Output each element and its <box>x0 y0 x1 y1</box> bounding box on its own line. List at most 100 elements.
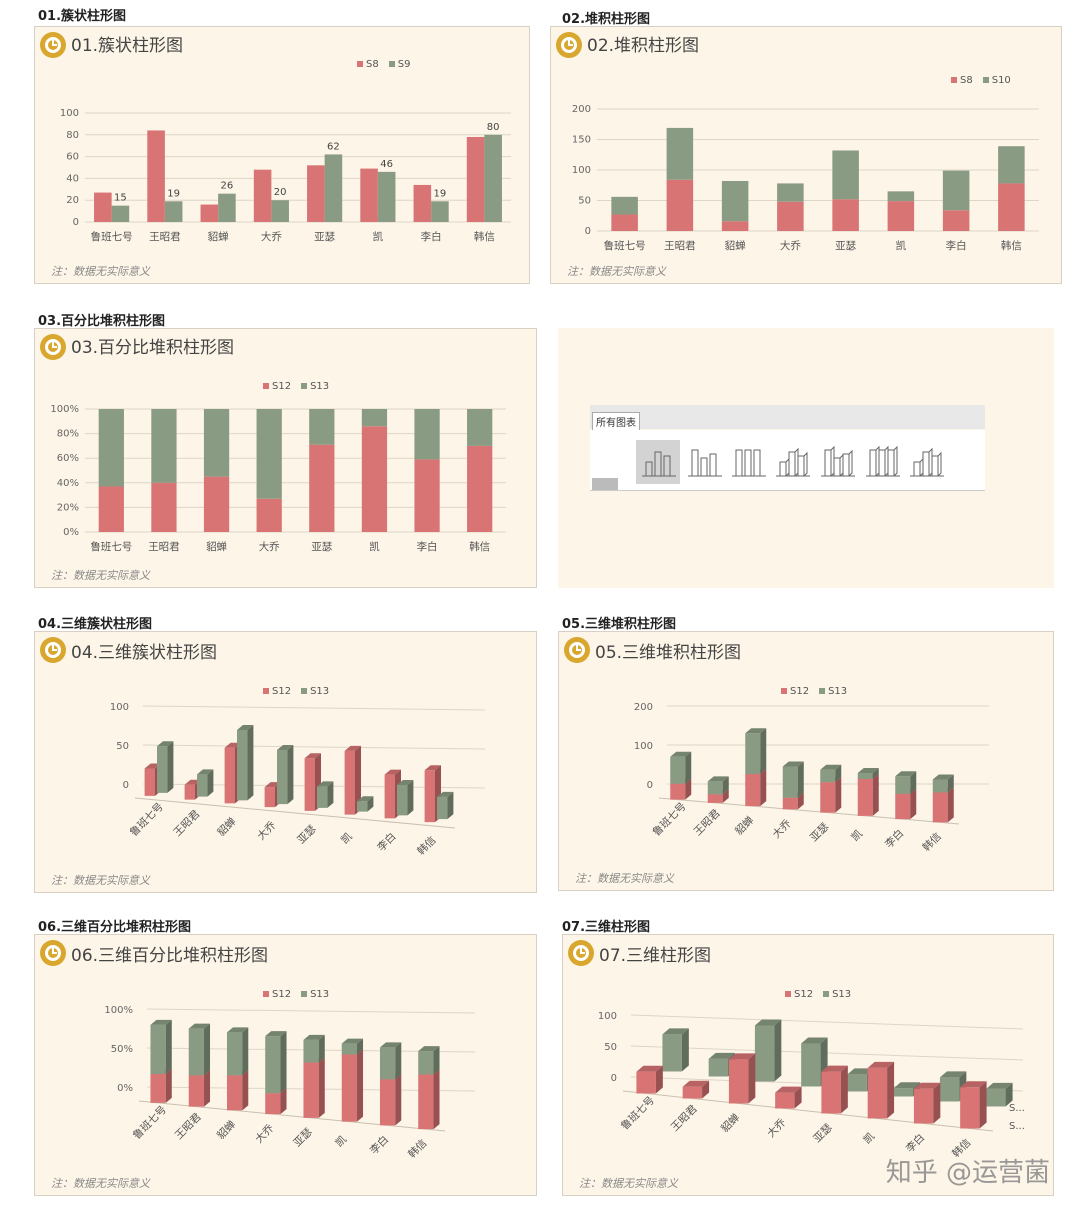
3d-stacked-column-type-icon[interactable] <box>815 440 859 484</box>
bar-front <box>847 1074 867 1092</box>
x-tick-label: 大乔 <box>255 818 279 842</box>
bar <box>237 724 254 801</box>
bar-front <box>960 1087 980 1129</box>
y-tick-label: 100 <box>60 108 79 119</box>
legend-item: S8 <box>357 59 379 70</box>
brand-logo-icon <box>39 31 67 59</box>
bar <box>197 769 214 797</box>
legend-swatch <box>263 383 269 389</box>
chart-plot: 0% 50% 100% 鲁班七号 王昭君 貂蝉 大乔 亚瑟 凯李白 韩信 <box>104 1005 476 1161</box>
glyph-bar <box>691 449 699 477</box>
legend-label: S8 <box>366 59 379 70</box>
chart-type-glyph <box>688 449 722 477</box>
chart-legend: S8 S10 <box>951 75 1011 86</box>
legend-swatch <box>263 688 269 694</box>
all-charts-tab[interactable]: 所有图表 <box>592 412 640 431</box>
y-tick-label: 200 <box>572 104 591 115</box>
bar-front <box>304 758 315 811</box>
bar-side <box>433 1069 440 1130</box>
bar <box>200 204 219 222</box>
legend-label: S12 <box>790 686 810 697</box>
chart-title: 04.三维簇状柱形图 <box>71 643 218 663</box>
bar-front <box>418 1051 434 1075</box>
bar-side <box>165 1069 172 1103</box>
legend-swatch <box>823 991 830 997</box>
bar-top <box>895 771 917 777</box>
legend-label: S12 <box>272 989 292 1000</box>
bar-front <box>670 783 686 800</box>
bar-side <box>685 751 692 784</box>
legend-item: S12 <box>785 989 813 1000</box>
bar-segment <box>832 199 859 231</box>
glyph-bar <box>788 451 796 477</box>
bar-top <box>344 745 361 751</box>
bar-top <box>960 1081 987 1088</box>
x-tick-label: 韩信 <box>1001 239 1022 252</box>
bar-front <box>188 1075 205 1107</box>
x-tick-label: 貂蝉 <box>725 239 746 252</box>
legend-label: S12 <box>272 686 292 697</box>
bar-top <box>847 1068 874 1075</box>
stacked-column-type-icon[interactable] <box>682 440 726 484</box>
x-tick-label: 鲁班七号 <box>90 540 132 553</box>
y-tick-label: 100% <box>104 1005 133 1016</box>
bar-top <box>341 1038 364 1044</box>
bar-top <box>224 742 241 748</box>
bar <box>360 168 378 222</box>
x-tick-label: 王昭君 <box>664 240 696 252</box>
legend-label: S13 <box>310 686 330 697</box>
bar-segment <box>151 409 177 483</box>
bar-front <box>893 1088 914 1097</box>
bar <box>164 201 183 222</box>
bar-top <box>304 753 321 759</box>
x-tick-label: 凯 <box>369 540 380 553</box>
x-tick-label: 亚瑟 <box>295 823 319 847</box>
bar <box>413 184 432 222</box>
x-tick-label: 鲁班七号 <box>604 239 646 252</box>
section-label-03: 03.百分比堆积柱形图 <box>38 314 166 329</box>
chart-note: 注：数据无实际意义 <box>51 569 150 582</box>
chart-note: 注：数据无实际意义 <box>51 265 150 278</box>
section-label-02: 02.堆积柱形图 <box>562 12 651 27</box>
bar <box>277 745 294 805</box>
glyph-bar <box>700 457 708 477</box>
chart-note: 注：数据无实际意义 <box>51 1177 150 1190</box>
legend-swatch <box>781 688 787 694</box>
legend-label: S8 <box>960 75 973 86</box>
bar-side <box>367 796 374 812</box>
chart-title: 05.三维堆积柱形图 <box>595 643 742 663</box>
y-tick-label: 100 <box>572 165 591 176</box>
chart-note: 注：数据无实际意义 <box>567 265 666 278</box>
glyph-bar <box>869 449 877 477</box>
3d-percent-stacked-column-type-icon[interactable] <box>860 440 904 484</box>
clustered-column-type-icon[interactable] <box>636 440 680 484</box>
bar-top <box>867 1061 895 1068</box>
y-tick-label: 0 <box>585 226 591 237</box>
section-label-07: 07.三维柱形图 <box>562 920 651 935</box>
legend-item: S12 <box>781 686 809 697</box>
bar-front <box>913 1088 934 1124</box>
bar-side <box>760 728 767 774</box>
bar-side <box>774 1019 782 1082</box>
y-tick-label: 60% <box>57 453 79 464</box>
bar-side <box>655 1065 663 1094</box>
bar-segment <box>256 409 282 499</box>
bar-front <box>707 781 723 795</box>
bar-segment <box>303 1057 325 1118</box>
bar-top <box>986 1082 1013 1089</box>
x-tick-label: 亚瑟 <box>808 820 832 844</box>
bar-segment <box>611 214 638 231</box>
bar <box>754 1019 782 1082</box>
glyph-depth <box>937 451 942 477</box>
bar-front <box>986 1088 1006 1107</box>
percent-stacked-column-type-icon[interactable] <box>726 440 770 484</box>
chart-legend: S12 S13 <box>785 989 851 1000</box>
3d-column-type-icon[interactable] <box>904 440 948 484</box>
bar-front <box>820 782 836 813</box>
y-tick-label: 0 <box>73 217 79 228</box>
bar-side <box>247 724 254 801</box>
3d-clustered-column-type-icon[interactable] <box>770 440 814 484</box>
bar-front <box>418 1074 434 1130</box>
x-tick-label: 大乔 <box>261 230 282 243</box>
x-tick-label: 鲁班七号 <box>91 230 133 243</box>
